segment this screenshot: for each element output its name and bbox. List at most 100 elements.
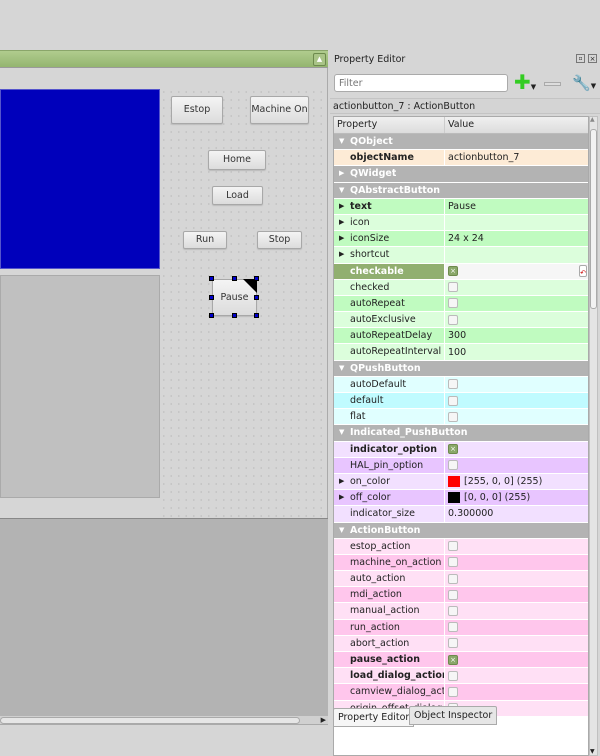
checkbox[interactable] [448,670,458,681]
property-row[interactable]: pause_action × [334,652,588,669]
property-group[interactable]: ▼ Indicated_PushButton [334,425,588,442]
checkbox[interactable] [448,573,458,584]
property-row[interactable]: ▶ on_color [255, 0, 0] (255) [334,473,588,491]
load-button[interactable]: Load [212,186,263,205]
column-header-value[interactable]: Value [448,119,475,130]
property-row[interactable]: estop_action [334,538,588,555]
property-group[interactable]: ▼ ActionButton [334,522,588,539]
property-row[interactable]: flat [334,409,588,426]
scroll-right-icon[interactable]: ▶ [320,716,326,724]
property-row[interactable]: abort_action [334,635,588,652]
expanded-arrow-icon[interactable]: ▼ [339,185,345,194]
tab-property-editor[interactable]: Property Editor [333,708,415,727]
expanded-arrow-icon[interactable]: ▼ [339,525,345,534]
vertical-scrollbar[interactable]: ▲ ▼ [589,116,598,756]
wrench-icon[interactable]: 🔧▼ [572,74,597,92]
property-row[interactable]: ▶ icon [334,214,588,232]
close-icon[interactable]: × [588,54,597,63]
collapsed-arrow-icon[interactable]: ▶ [339,217,345,226]
property-value[interactable]: [0, 0, 0] (255) [464,492,531,504]
property-row[interactable]: autoRepeat [334,295,588,313]
property-row[interactable]: manual_action [334,603,588,620]
checkbox[interactable]: × [448,654,458,665]
checkbox[interactable] [448,379,458,390]
property-row[interactable]: load_dialog_action [334,668,588,685]
scroll-up-icon[interactable]: ▲ [590,116,595,123]
machine-on-button[interactable]: Machine On [250,96,309,124]
selection-handle[interactable] [209,294,214,300]
property-row[interactable]: mdi_action [334,587,588,604]
checkbox[interactable] [448,557,458,568]
expanded-arrow-icon[interactable]: ▼ [339,137,345,145]
property-value[interactable]: [255, 0, 0] (255) [464,476,543,488]
checkbox[interactable] [448,589,458,600]
gray-frame-widget[interactable] [0,275,160,498]
property-value[interactable]: 0.300000 [448,508,494,520]
column-header-property[interactable]: Property [334,117,445,133]
run-button[interactable]: Run [183,231,227,249]
property-row[interactable]: camview_dialog_acti... [334,684,588,701]
selection-handle[interactable] [254,294,259,300]
property-row[interactable]: autoRepeatDelay 300 [334,328,588,345]
property-group[interactable]: ▶ QWidget [334,166,588,183]
checkbox[interactable] [448,686,458,697]
expanded-arrow-icon[interactable]: ▼ [339,428,345,437]
collapsed-arrow-icon[interactable]: ▶ [339,201,345,210]
property-value[interactable]: Pause [448,200,476,212]
horizontal-scrollbar[interactable]: ▶ [0,716,328,725]
remove-property-icon[interactable] [544,82,561,86]
property-row[interactable]: autoDefault [334,376,588,393]
property-row[interactable]: default [334,393,588,410]
property-value[interactable]: 24 x 24 [448,233,484,245]
property-row[interactable]: ▶ off_color [0, 0, 0] (255) [334,490,588,507]
property-row[interactable]: indicator_size 0.300000 [334,506,588,523]
scrollbar-thumb[interactable] [0,717,300,724]
selection-handle[interactable] [231,276,237,281]
property-row[interactable]: autoExclusive [334,312,588,329]
property-group[interactable]: ▼ QPushButton [334,360,588,377]
collapsed-arrow-icon[interactable]: ▶ [339,493,345,502]
property-row[interactable]: ▶ shortcut [334,247,588,264]
property-group[interactable]: ▼ QObject [334,134,588,151]
collapsed-arrow-icon[interactable]: ▶ [339,250,345,259]
filter-input[interactable] [334,74,508,92]
property-row[interactable]: autoRepeatInterval 100 [334,344,588,361]
selection-handle[interactable] [231,313,237,318]
property-row[interactable]: indicator_option × [334,441,588,458]
selection-handle[interactable] [254,276,259,281]
property-row[interactable]: checkable × ↶ [334,263,588,280]
selection-handle[interactable] [209,313,214,318]
scrollbar-thumb[interactable] [590,129,597,309]
property-value[interactable]: 300 [448,330,467,342]
collapsed-arrow-icon[interactable]: ▶ [339,476,345,485]
property-row[interactable]: machine_on_action [334,554,588,572]
property-row[interactable]: auto_action [334,571,588,588]
property-value[interactable]: 100 [448,346,467,358]
selection-handle[interactable] [209,276,214,281]
property-row[interactable]: ▶ iconSize 24 x 24 [334,231,588,248]
estop-button[interactable]: Estop [171,96,223,124]
add-property-icon[interactable]: ✚▼ [514,70,537,94]
collapsed-arrow-icon[interactable]: ▶ [339,169,345,178]
resize-corner-icon[interactable] [243,279,257,293]
tab-object-inspector[interactable]: Object Inspector [409,706,498,725]
property-row[interactable]: run_action [334,619,588,636]
collapse-up-icon[interactable]: ▲ [313,53,326,66]
checkbox[interactable] [448,622,458,633]
reset-icon[interactable]: ↶ [579,264,587,277]
home-button[interactable]: Home [208,150,266,170]
display-widget[interactable] [0,89,160,269]
checkbox[interactable] [448,395,458,406]
property-row[interactable]: checked [334,279,588,296]
checkbox[interactable] [448,314,458,325]
scroll-down-icon[interactable]: ▼ [590,748,595,755]
float-icon[interactable]: ▫ [576,54,585,63]
checkbox[interactable] [448,606,458,617]
collapsed-arrow-icon[interactable]: ▶ [339,234,345,243]
property-row[interactable]: objectName actionbutton_7 [334,150,588,167]
checkbox[interactable] [448,298,458,309]
checkbox[interactable] [448,282,458,293]
checkbox[interactable] [448,411,458,422]
stop-button[interactable]: Stop [257,231,302,249]
checkbox[interactable] [448,541,458,552]
